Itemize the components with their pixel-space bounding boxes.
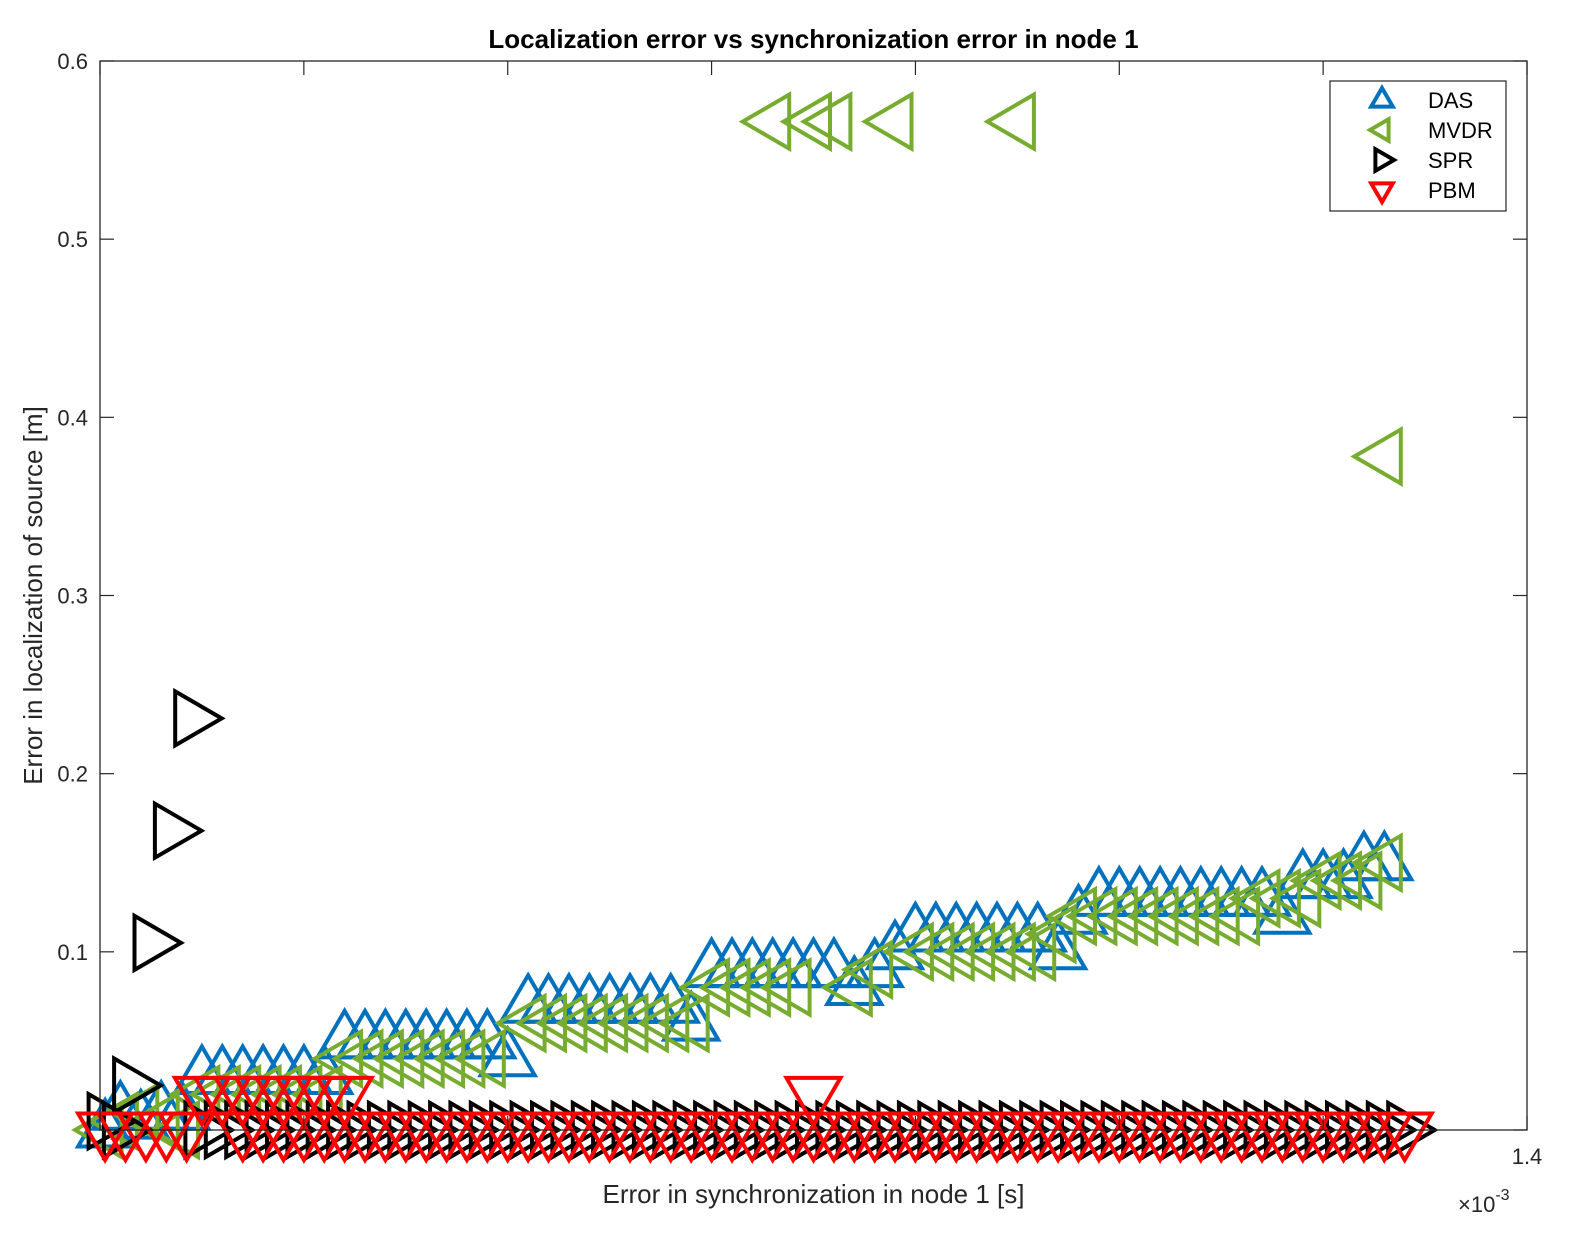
mvdr-point [963, 921, 1016, 983]
pbm-point [156, 1111, 218, 1164]
legend-label-pbm: PBM [1428, 178, 1476, 203]
mvdr-point [1064, 885, 1118, 947]
mvdr-point [636, 992, 690, 1054]
mvdr-point [616, 992, 669, 1054]
mvdr-point [901, 921, 955, 983]
mvdr-point [779, 91, 832, 153]
mvdr-point [738, 957, 792, 1018]
mvdr-point [1350, 832, 1403, 894]
y-tick-label: 0.2 [57, 762, 88, 787]
spr-point [132, 912, 185, 974]
chart-title: Localization error vs synchronization er… [488, 24, 1138, 54]
legend-label-das: DAS [1428, 88, 1473, 113]
mvdr-point [331, 1028, 384, 1090]
mvdr-point [1044, 885, 1097, 947]
das-point [477, 1024, 539, 1078]
pbm-point [783, 1075, 844, 1129]
das-point [864, 917, 926, 971]
mvdr-point [799, 91, 853, 153]
mvdr-point [983, 91, 1036, 153]
mvdr-point [534, 992, 588, 1054]
series-pbm [74, 1075, 1436, 1164]
mvdr-point [371, 1028, 425, 1090]
mvdr-point [1146, 885, 1199, 947]
y-tick-label: 0.3 [57, 584, 88, 609]
mvdr-point [759, 957, 812, 1018]
mvdr-point [575, 992, 629, 1054]
pbm-point [1374, 1111, 1436, 1164]
legend-marker-pbm [1367, 181, 1397, 206]
legend: DAS MVDR SPR PBM [1329, 80, 1507, 212]
mvdr-point [1289, 850, 1342, 912]
mvdr-point [127, 1090, 180, 1152]
y-axis-label: Error in localization of source [m] [18, 406, 48, 785]
legend-marker-das [1367, 84, 1397, 109]
pbm-point [314, 1075, 376, 1129]
x-axis-label: Error in synchronization in node 1 [s] [603, 1179, 1025, 1209]
x-tick-label: 1.4 [1512, 1144, 1543, 1169]
mvdr-point [861, 91, 914, 153]
mvdr-point [1085, 885, 1138, 947]
spr-point [152, 800, 206, 862]
mvdr-point [310, 1028, 364, 1090]
legend-marker-spr [1373, 145, 1398, 175]
y-tick-label: 0.5 [57, 227, 88, 252]
mvdr-point [412, 1028, 466, 1090]
mvdr-point [942, 921, 996, 983]
mvdr-point [1329, 850, 1383, 912]
mvdr-point [1309, 850, 1362, 912]
spr-point [112, 1055, 165, 1116]
mvdr-point [453, 1028, 506, 1090]
legend-marker-mvdr [1366, 115, 1391, 145]
mvdr-point [738, 91, 792, 153]
legend-box [1329, 80, 1507, 212]
mvdr-point [1248, 867, 1301, 929]
ticks-layer [99, 60, 1528, 1131]
legend-label-spr: SPR [1428, 148, 1473, 173]
mvdr-point [392, 1028, 445, 1090]
mvdr-point [698, 957, 751, 1018]
mvdr-point [1024, 903, 1077, 965]
mvdr-point [840, 939, 894, 1001]
tick-labels-layer: 1.4 0.1 0.2 0.3 0.4 0.5 0.6 [57, 49, 1542, 1169]
mvdr-point [881, 921, 934, 983]
mvdr-point [1187, 885, 1240, 947]
spr-point [173, 687, 226, 749]
mvdr-point [657, 992, 710, 1054]
y-tick-label: 0.1 [57, 940, 88, 965]
mvdr-point [1105, 885, 1159, 947]
mvdr-point [1003, 921, 1057, 983]
mvdr-point [1207, 885, 1261, 947]
mvdr-point [983, 921, 1036, 983]
mvdr-point [1126, 885, 1179, 947]
mvdr-point [1268, 867, 1322, 929]
mvdr-point [820, 957, 873, 1018]
mvdr-point [494, 992, 547, 1054]
mvdr-point [351, 1028, 404, 1090]
mvdr-point [596, 992, 649, 1054]
x-multiplier-base: ×10 [1458, 1192, 1495, 1217]
legend-label-mvdr: MVDR [1428, 118, 1493, 143]
das-point [803, 935, 865, 989]
mvdr-point [1166, 885, 1220, 947]
mvdr-point [922, 921, 975, 983]
mvdr-point [555, 992, 608, 1054]
mvdr-point [1350, 426, 1403, 487]
mvdr-point [514, 992, 567, 1054]
mvdr-point [432, 1028, 486, 1090]
x-multiplier-exponent: -3 [1495, 1187, 1509, 1204]
mvdr-point [677, 957, 731, 1018]
x-axis-multiplier: ×10-3 [1458, 1187, 1510, 1217]
mvdr-point [718, 957, 771, 1018]
y-tick-label: 0.4 [57, 405, 88, 430]
mvdr-point [1228, 867, 1281, 929]
y-tick-label: 0.6 [57, 49, 88, 74]
